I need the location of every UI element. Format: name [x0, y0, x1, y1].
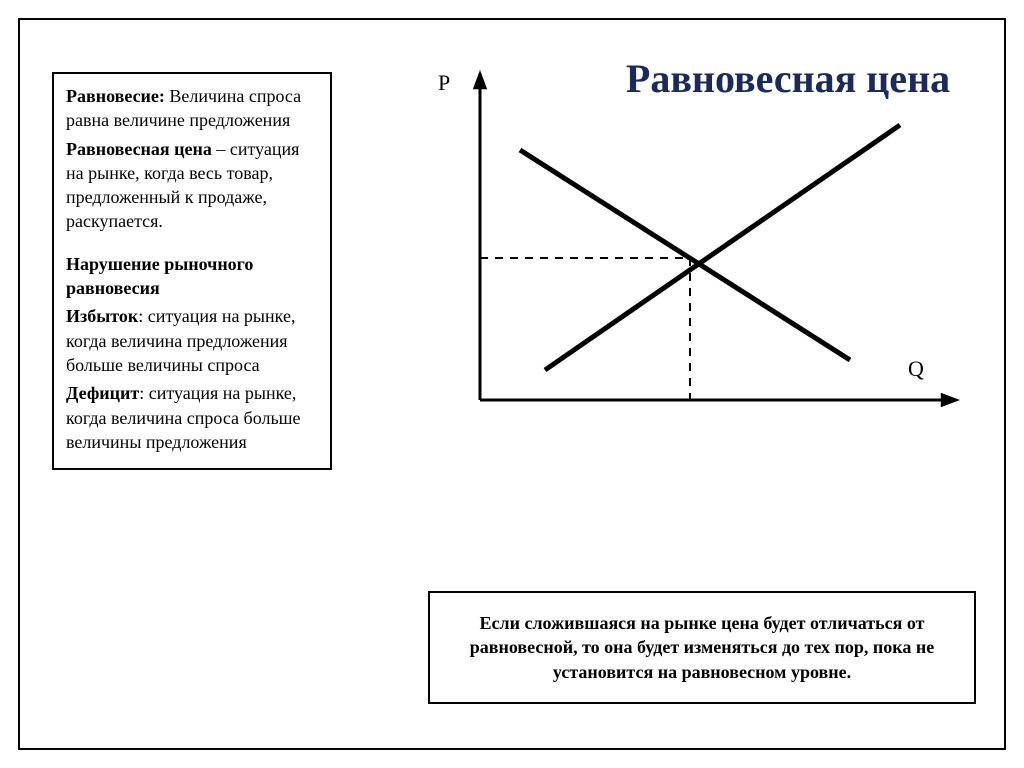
violation-heading: Нарушение рыночного равновесия — [66, 252, 318, 301]
supply-demand-chart — [420, 60, 980, 430]
definition-equilibrium: Равновесие: Величина спроса равна величи… — [66, 84, 318, 133]
explanation-box: Если сложившаяся на рынке цена будет отл… — [428, 591, 976, 704]
definition-surplus: Избыток: ситуация на рынке, когда величи… — [66, 304, 318, 377]
definition-deficit: Дефицит: ситуация на рынке, когда величи… — [66, 381, 318, 454]
definitions-box: Равновесие: Величина спроса равна величи… — [52, 72, 332, 470]
definition-eq-price: Равновесная цена – ситуация на рынке, ко… — [66, 137, 318, 234]
eqprice-label: Равновесная цена — [66, 139, 212, 159]
eq-label: Равновесие: — [66, 86, 165, 106]
deficit-label: Дефицит — [66, 383, 139, 403]
surplus-label: Избыток — [66, 306, 138, 326]
